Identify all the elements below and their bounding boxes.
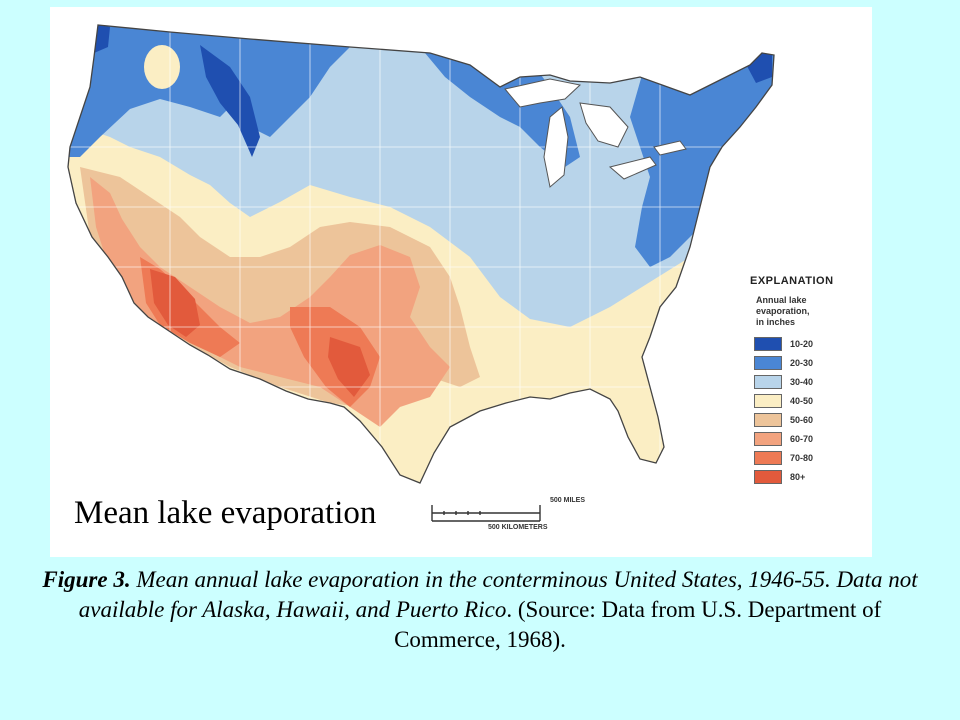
band-30-40-spot: [144, 45, 180, 89]
map-panel: Mean lake evaporation 500 MILES 500 KILO…: [50, 7, 872, 557]
scale-bar: 500 MILES 500 KILOMETERS: [430, 497, 600, 539]
legend-range-label: 60-70: [790, 433, 814, 444]
legend-swatch: [754, 374, 782, 389]
legend-item: 40-50: [750, 391, 868, 410]
legend-swatch: [754, 412, 782, 427]
legend-items: 10-20 20-30 30-40 40-50 50-60 60-70 70-80 80+: [750, 334, 868, 486]
legend-swatch: [754, 355, 782, 370]
scale-ticks: [431, 505, 541, 522]
legend-swatch: [754, 336, 782, 351]
legend-subtitle: Annual lake evaporation, in inches: [756, 295, 868, 328]
legend-range-label: 80+: [790, 471, 806, 482]
band-10-20-rockies: [200, 45, 260, 157]
band-20-30-midwest: [420, 47, 580, 167]
legend-swatch: [754, 431, 782, 446]
us-outline: [67, 24, 775, 484]
legend-swatch: [754, 450, 782, 465]
legend-item: 30-40: [750, 372, 868, 391]
figure-caption: Figure 3. Mean annual lake evaporation i…: [40, 565, 920, 655]
scale-miles-label: 500 MILES: [550, 497, 586, 504]
legend-range-label: 20-30: [790, 357, 814, 368]
legend-subtitle-line: evaporation,: [756, 306, 810, 316]
band-80-plus: [150, 269, 370, 397]
legend-subtitle-line: Annual lake: [756, 295, 807, 305]
band-70-80: [140, 257, 380, 407]
legend-range-label: 10-20: [790, 338, 814, 349]
legend-subtitle-line: in inches: [756, 317, 796, 327]
great-lakes: [504, 78, 687, 188]
band-20-30-northeast: [630, 47, 774, 267]
evaporation-map: [67, 24, 775, 484]
legend-item: 70-80: [750, 448, 868, 467]
legend-swatch: [754, 393, 782, 408]
contour-bands: [68, 25, 774, 483]
legend-range-label: 40-50: [790, 395, 814, 406]
caption-italic-text: Mean annual lake evaporation in the cont…: [78, 567, 918, 622]
legend-swatch: [754, 469, 782, 484]
legend: EXPLANATION Annual lake evaporation, in …: [750, 275, 868, 486]
legend-item: 50-60: [750, 410, 868, 429]
scale-km-label: 500 KILOMETERS: [488, 524, 548, 531]
legend-range-label: 50-60: [790, 414, 814, 425]
caption-source-text: . (Source: Data from U.S. Department of …: [394, 597, 882, 652]
legend-item: 60-70: [750, 429, 868, 448]
state-boundaries: [68, 25, 774, 457]
caption-figure-label: Figure 3.: [42, 567, 131, 592]
legend-item: 80+: [750, 467, 868, 486]
legend-title: EXPLANATION: [750, 275, 834, 287]
legend-item: 20-30: [750, 353, 868, 372]
map-label: Mean lake evaporation: [74, 495, 377, 532]
legend-range-label: 70-80: [790, 452, 814, 463]
legend-range-label: 30-40: [790, 376, 814, 387]
legend-item: 10-20: [750, 334, 868, 353]
